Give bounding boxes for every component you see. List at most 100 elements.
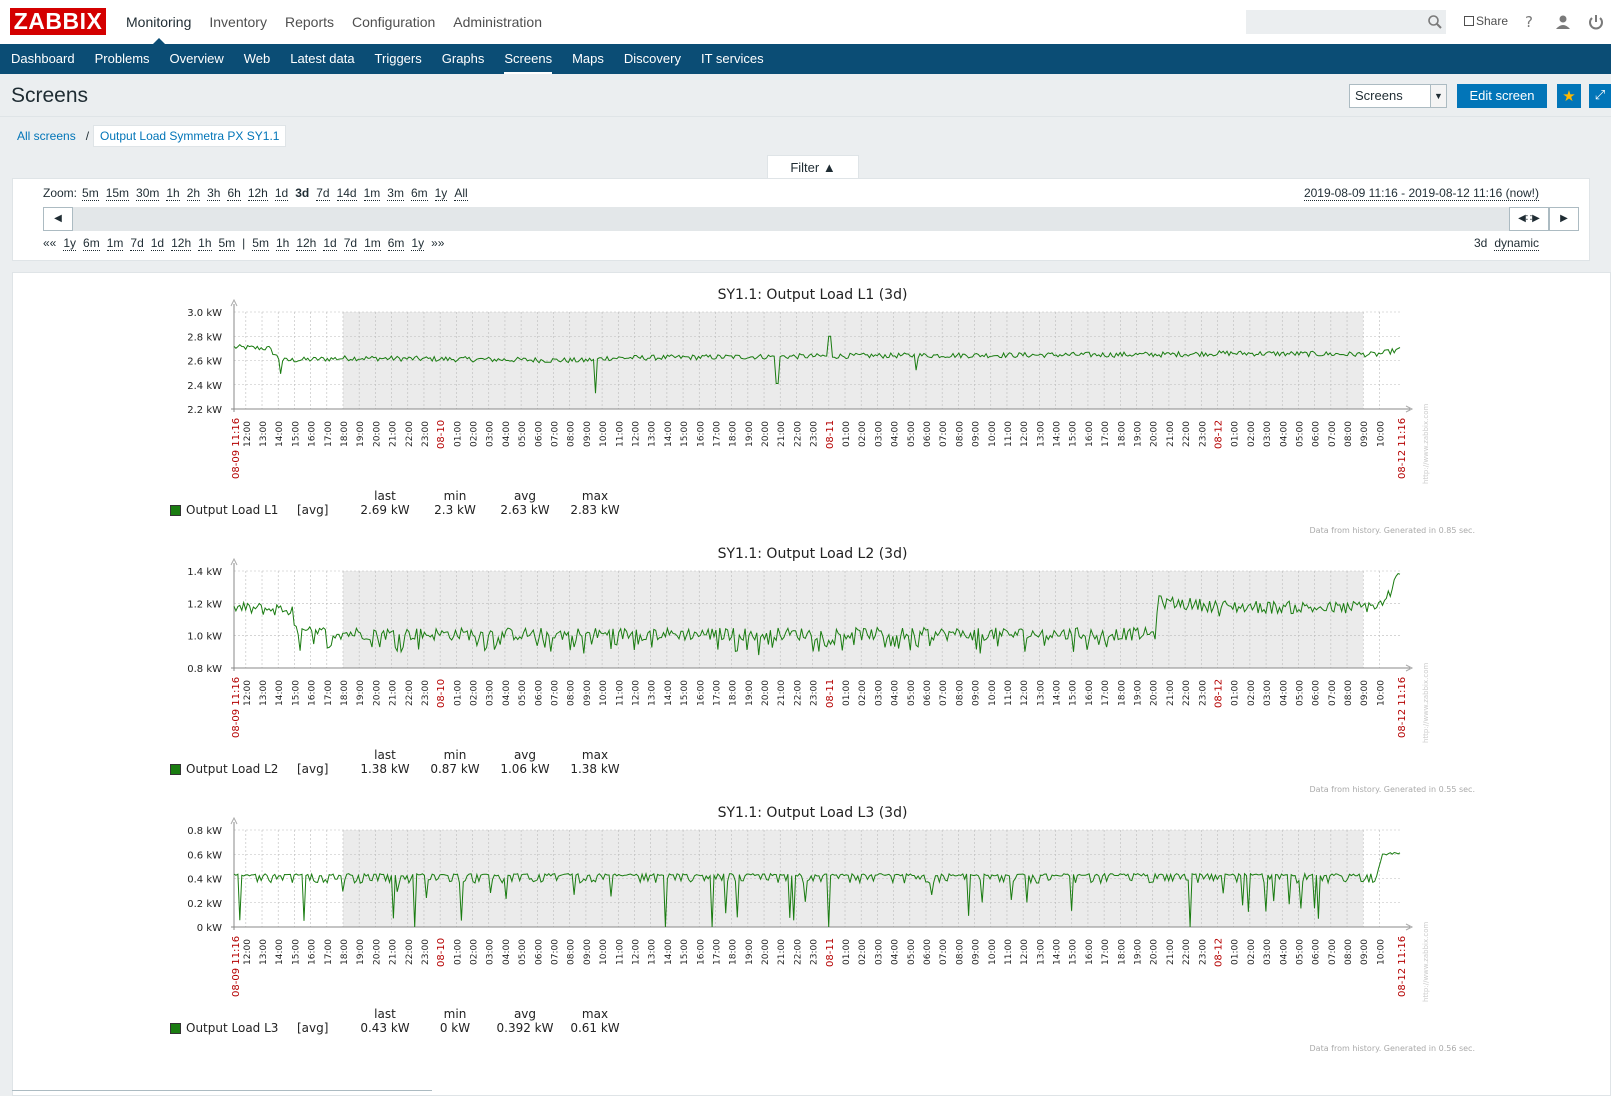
power-icon[interactable] — [1586, 12, 1606, 32]
menu-monitoring[interactable]: Monitoring — [117, 0, 200, 45]
zoom-option[interactable]: 1m — [363, 186, 381, 201]
menu-reports[interactable]: Reports — [284, 14, 334, 30]
timeline-scrollbar[interactable]: ◀ ◀∷▶ ▶ — [43, 207, 1579, 231]
y-tick-label: 1.4 kW — [187, 567, 222, 578]
submenu-screens[interactable]: Screens — [494, 44, 562, 74]
shift-forward-option[interactable]: 1y — [411, 236, 425, 251]
scroll-handle[interactable]: ◀∷▶ — [1509, 207, 1549, 231]
fullscreen-icon[interactable]: ⤢ — [1589, 84, 1611, 108]
submenu-maps[interactable]: Maps — [572, 51, 604, 66]
shift-back-option[interactable]: 12h — [171, 236, 192, 251]
x-tick-label: 10:00 — [988, 939, 998, 965]
help-icon[interactable]: ? — [1525, 13, 1533, 31]
zoom-option[interactable]: 14d — [336, 186, 357, 201]
zoom-option[interactable]: 6m — [410, 186, 428, 201]
submenu-discovery[interactable]: Discovery — [623, 51, 681, 66]
edit-screen-button[interactable]: Edit screen — [1457, 84, 1547, 108]
x-tick-label: 10:00 — [599, 680, 609, 706]
submenu-dashboard[interactable]: Dashboard — [11, 51, 75, 66]
zoom-option[interactable]: 1y — [434, 186, 448, 201]
zoom-option[interactable]: All — [454, 186, 468, 201]
submenu-problems[interactable]: Problems — [94, 51, 150, 66]
scroll-right-button[interactable]: ▶ — [1549, 207, 1579, 231]
zoom-option[interactable]: 3m — [387, 186, 404, 201]
shift-forward-option[interactable]: 5m — [252, 236, 269, 251]
time-range[interactable]: 2019-08-09 11:16 - 2019-08-12 11:16 (now… — [1303, 186, 1539, 201]
x-tick-label: 04:00 — [1279, 939, 1289, 965]
share-icon — [1464, 16, 1474, 26]
user-icon[interactable] — [1553, 12, 1573, 32]
zoom-option[interactable]: 30m — [136, 186, 160, 201]
top-bar: ZABBIX Monitoring Inventory Reports Configu… — [0, 0, 1611, 45]
screen-content: SY1.1: Output Load L1 (3d) 3.0 kW 2.8 kW 2.… — [12, 272, 1611, 1096]
menu-inventory[interactable]: Inventory — [209, 14, 267, 30]
zoom-option[interactable]: 3h — [207, 186, 221, 201]
x-tick-label: 06:00 — [923, 421, 933, 447]
shift-forward-option[interactable]: 12h — [296, 236, 317, 251]
legend-header-last: last — [374, 1007, 396, 1021]
shift-back-option[interactable]: 1y — [63, 236, 77, 251]
graph-3[interactable]: SY1.1: Output Load L3 (3d) 0.8 kW 0.6 kW 0.… — [13, 797, 1611, 1063]
x-tick-label: 21:00 — [389, 421, 399, 447]
submenu-web[interactable]: Web — [243, 51, 271, 66]
search-icon[interactable] — [1426, 13, 1444, 31]
shift-forward-option[interactable]: 1m — [364, 236, 381, 251]
star-icon[interactable]: ★ — [1557, 84, 1581, 108]
breadcrumb-all-screens[interactable]: All screens — [17, 129, 76, 143]
graph-1[interactable]: SY1.1: Output Load L1 (3d) 3.0 kW 2.8 kW 2.… — [13, 279, 1611, 545]
shift-back-option[interactable]: 7d — [130, 236, 144, 251]
submenu-triggers[interactable]: Triggers — [374, 51, 422, 66]
zoom-option[interactable]: 3d — [295, 186, 310, 200]
x-tick-label: 10:00 — [1376, 680, 1386, 706]
scroll-left-button[interactable]: ◀ — [43, 207, 73, 231]
x-tick-label: 08:00 — [1344, 421, 1354, 447]
zoom-option[interactable]: 12h — [247, 186, 268, 201]
zoom-option[interactable]: 1h — [166, 186, 180, 201]
x-tick-label: 02:00 — [470, 421, 480, 447]
zoom-option[interactable]: 5m — [82, 186, 99, 201]
zoom-option[interactable]: 2h — [186, 186, 201, 201]
shift-forward-option[interactable]: 6m — [387, 236, 405, 251]
shift-back-option[interactable]: 1h — [198, 236, 212, 251]
shift-back-option[interactable]: 1d — [150, 236, 165, 251]
zoom-option[interactable]: 7d — [316, 186, 330, 201]
x-tick-label: 19:00 — [356, 939, 366, 965]
zoom-option[interactable]: 1d — [274, 186, 289, 201]
x-tick-label: 13:00 — [259, 421, 269, 447]
submenu-graphs[interactable]: Graphs — [441, 51, 485, 66]
shift-back-option[interactable]: 6m — [83, 236, 100, 251]
menu-administration[interactable]: Administration — [453, 14, 542, 30]
submenu-it-services[interactable]: IT services — [700, 51, 764, 66]
screens-select[interactable]: Screens ▼ — [1349, 84, 1447, 108]
x-tick-label: 09:00 — [583, 680, 593, 706]
shift-forward-option[interactable]: 1d — [323, 236, 337, 251]
zoom-option[interactable]: 15m — [105, 186, 130, 201]
search-input[interactable] — [1246, 10, 1446, 34]
x-tick-label: 19:00 — [356, 680, 366, 706]
submenu-latest-data[interactable]: Latest data — [290, 51, 355, 66]
x-tick-label: 18:00 — [340, 421, 350, 447]
x-tick-label: 19:00 — [1134, 680, 1144, 706]
share-link[interactable]: Share — [1464, 14, 1508, 28]
submenu-overview[interactable]: Overview — [169, 51, 224, 66]
filter-tab[interactable]: Filter ▲ — [767, 155, 859, 179]
mode-toggle[interactable]: dynamic — [1494, 236, 1539, 251]
x-tick-label: 08-10 — [436, 420, 447, 449]
shift-forward-option[interactable]: 1h — [275, 236, 290, 251]
zabbix-logo[interactable]: ZABBIX — [10, 8, 106, 35]
shift-back-option[interactable]: 5m — [218, 236, 236, 251]
y-tick-label: 0.2 kW — [187, 899, 222, 910]
graph-2[interactable]: SY1.1: Output Load L2 (3d) 1.4 kW 1.2 kW 1.… — [13, 538, 1611, 804]
breadcrumb-current[interactable]: Output Load Symmetra PX SY1.1 — [93, 125, 287, 147]
menu-configuration[interactable]: Configuration — [352, 14, 436, 30]
shift-back-option[interactable]: 1m — [106, 236, 124, 251]
zoom-option[interactable]: 6h — [227, 186, 241, 201]
x-tick-label: 10:00 — [599, 939, 609, 965]
shift-forward-option[interactable]: 7d — [343, 236, 358, 251]
x-tick-label: 04:00 — [502, 680, 512, 706]
x-tick-label: 21:00 — [1166, 421, 1176, 447]
watermark: http://www.zabbix.com — [1422, 404, 1430, 484]
shift-back-option[interactable]: «« — [43, 236, 57, 250]
shift-forward-option[interactable]: »» — [431, 236, 445, 250]
chevron-down-icon: ▼ — [1430, 85, 1446, 107]
